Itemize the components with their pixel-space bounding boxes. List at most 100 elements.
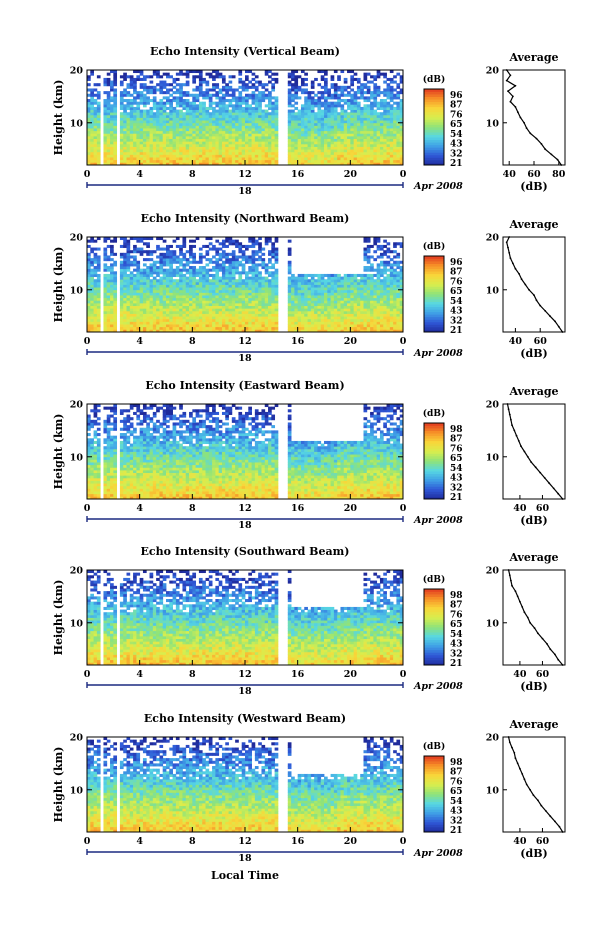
heatmap-cell bbox=[107, 118, 111, 121]
heatmap-cell bbox=[265, 287, 269, 290]
heatmap-cell bbox=[103, 266, 107, 269]
heatmap-cell bbox=[232, 306, 236, 309]
heatmap-cell bbox=[146, 269, 150, 272]
heatmap-cell bbox=[206, 91, 210, 94]
heatmap-cell bbox=[179, 290, 183, 293]
heatmap-cell bbox=[268, 287, 272, 290]
heatmap-cell bbox=[87, 308, 91, 311]
heatmap-cell bbox=[321, 86, 325, 89]
heatmap-cell bbox=[245, 107, 249, 110]
heatmap-cell bbox=[225, 123, 229, 126]
heatmap-cell bbox=[120, 99, 124, 102]
heatmap-cell bbox=[350, 104, 354, 107]
heatmap-cell bbox=[331, 290, 335, 293]
heatmap-cell bbox=[166, 96, 170, 99]
heatmap-cell bbox=[186, 277, 190, 280]
heatmap-cell bbox=[146, 112, 150, 115]
heatmap-cell bbox=[396, 136, 400, 139]
heatmap-cell bbox=[347, 319, 351, 322]
heatmap-cell bbox=[113, 152, 117, 155]
heatmap-cell bbox=[110, 149, 114, 152]
heatmap-cell bbox=[169, 327, 173, 330]
heatmap-cell bbox=[229, 308, 233, 311]
heatmap-cell bbox=[311, 319, 315, 322]
heatmap-cell bbox=[143, 154, 147, 157]
heatmap-cell bbox=[94, 147, 98, 150]
heatmap-cell bbox=[242, 96, 246, 99]
heatmap-cell bbox=[199, 131, 203, 134]
heatmap-cell bbox=[215, 141, 219, 144]
heatmap-cell bbox=[380, 131, 384, 134]
heatmap-cell bbox=[140, 290, 144, 293]
heatmap-cell bbox=[136, 149, 140, 152]
heatmap-cell bbox=[383, 91, 387, 94]
heatmap-cell bbox=[340, 321, 344, 324]
heatmap-cell bbox=[113, 300, 117, 303]
heatmap-cell bbox=[248, 112, 252, 115]
heatmap-cell bbox=[189, 94, 193, 97]
heatmap-cell bbox=[123, 88, 127, 91]
heatmap-cell bbox=[393, 282, 397, 285]
heatmap-cell bbox=[206, 316, 210, 319]
heatmap-cell bbox=[334, 147, 338, 150]
heatmap-cell bbox=[182, 144, 186, 147]
heatmap-cell bbox=[199, 123, 203, 126]
heatmap-cell bbox=[232, 271, 236, 274]
heatmap-cell bbox=[97, 141, 101, 144]
heatmap-cell bbox=[393, 316, 397, 319]
heatmap-cell bbox=[383, 157, 387, 160]
heatmap-cell bbox=[317, 290, 321, 293]
heatmap-cell bbox=[202, 324, 206, 327]
heatmap-cell bbox=[179, 147, 183, 150]
heatmap-cell bbox=[113, 292, 117, 295]
heatmap-cell bbox=[127, 123, 131, 126]
heatmap-cell bbox=[225, 107, 229, 110]
heatmap-cell bbox=[387, 306, 391, 309]
heatmap-cell bbox=[265, 282, 269, 285]
heatmap-cell bbox=[317, 133, 321, 136]
heatmap-cell bbox=[242, 81, 246, 84]
heatmap-cell bbox=[357, 311, 361, 314]
heatmap-cell bbox=[357, 279, 361, 282]
heatmap-cell bbox=[261, 110, 265, 113]
heatmap-cell bbox=[166, 319, 170, 322]
heatmap-cell bbox=[186, 269, 190, 272]
heatmap-cell bbox=[143, 282, 147, 285]
heatmap-cell bbox=[199, 91, 203, 94]
heatmap-cell bbox=[275, 118, 279, 121]
heatmap-cell bbox=[317, 321, 321, 324]
heatmap-cell bbox=[225, 300, 229, 303]
heatmap-cell bbox=[294, 300, 298, 303]
heatmap-cell bbox=[314, 282, 318, 285]
heatmap-cell bbox=[373, 303, 377, 306]
heatmap-cell bbox=[245, 112, 249, 115]
heatmap-cell bbox=[383, 139, 387, 142]
heatmap-cell bbox=[317, 99, 321, 102]
heatmap-cell bbox=[370, 269, 374, 272]
heatmap-cell bbox=[192, 279, 196, 282]
heatmap-cell bbox=[90, 263, 94, 266]
heatmap-cell bbox=[212, 324, 216, 327]
heatmap-cell bbox=[146, 152, 150, 155]
heatmap-cell bbox=[140, 157, 144, 160]
heatmap-cell bbox=[87, 292, 91, 295]
heatmap-cell bbox=[308, 144, 312, 147]
heatmap-cell bbox=[215, 104, 219, 107]
heatmap-cell bbox=[373, 133, 377, 136]
heatmap-cell bbox=[258, 133, 262, 136]
heatmap-cell bbox=[189, 282, 193, 285]
heatmap-cell bbox=[136, 292, 140, 295]
heatmap-cell bbox=[347, 279, 351, 282]
heatmap-cell bbox=[324, 295, 328, 298]
heatmap-cell bbox=[308, 295, 312, 298]
heatmap-cell bbox=[140, 287, 144, 290]
heatmap-cell bbox=[242, 295, 246, 298]
heatmap-cell bbox=[344, 112, 348, 115]
heatmap bbox=[87, 70, 403, 165]
heatmap-cell bbox=[189, 141, 193, 144]
heatmap-cell bbox=[150, 308, 154, 311]
heatmap-cell bbox=[337, 306, 341, 309]
heatmap-cell bbox=[360, 311, 364, 314]
heatmap-cell bbox=[377, 298, 381, 301]
heatmap-cell bbox=[90, 131, 94, 134]
